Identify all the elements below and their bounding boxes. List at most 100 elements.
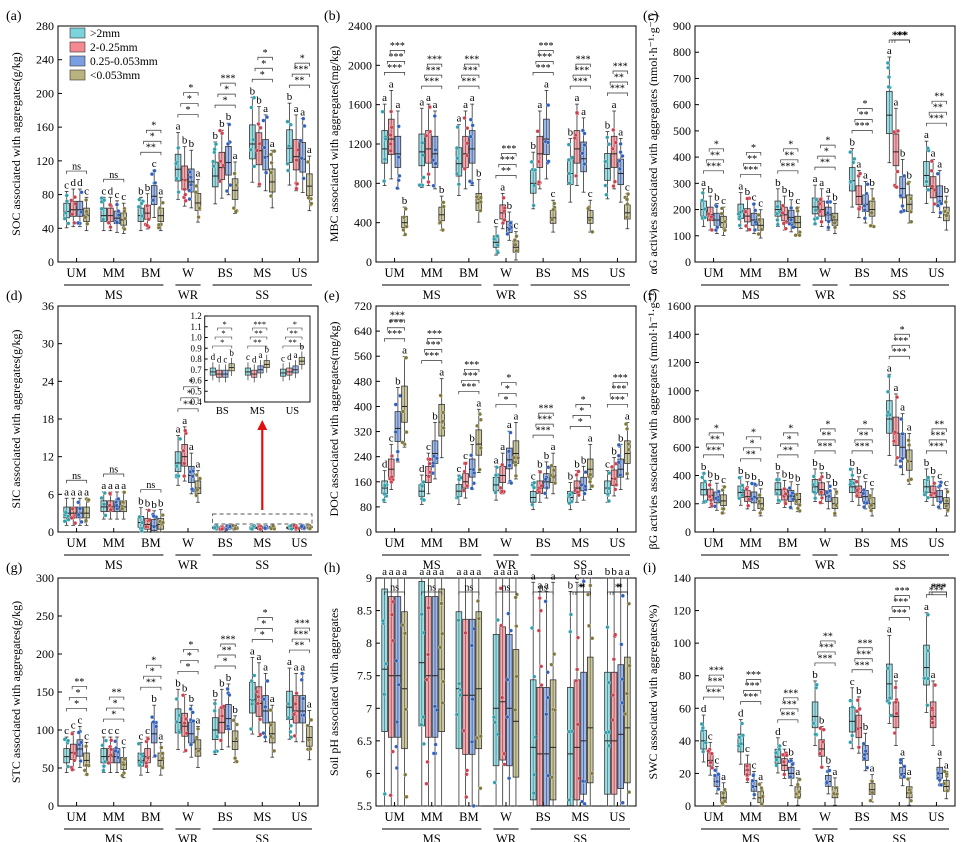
data-point [396, 178, 401, 183]
data-point [855, 726, 861, 731]
data-point [83, 518, 89, 523]
data-point [824, 780, 829, 785]
y-tick-label: 800 [673, 412, 691, 426]
data-point [62, 519, 67, 524]
inset-sig-letter: c [246, 352, 250, 362]
sig-letter: b [219, 677, 225, 689]
sig-bracket [814, 450, 836, 454]
data-point [929, 159, 934, 164]
sig-bracket-label: *** [892, 608, 907, 619]
panel-label: (a) [6, 9, 22, 24]
data-point [737, 223, 742, 228]
data-point [702, 206, 707, 212]
data-point [76, 220, 81, 225]
data-point [535, 129, 540, 134]
data-point [620, 800, 625, 805]
sig-letter: c [721, 195, 726, 207]
data-point [895, 455, 900, 460]
box [475, 611, 483, 750]
sig-letter: b [788, 188, 794, 200]
data-point [930, 720, 935, 725]
group-label: MS [742, 832, 760, 842]
legend-label: <0.053mm [90, 70, 140, 82]
sig-letter: a [470, 566, 475, 578]
sig-bracket-label: *** [613, 373, 628, 384]
sig-letter: a [101, 480, 106, 492]
y-axis-label: STC associated with aggregates(g/kg) [9, 601, 23, 783]
x-tick-label: BS [535, 810, 550, 824]
data-point [248, 147, 253, 152]
sig-letter: b [151, 499, 157, 511]
data-point [458, 693, 463, 698]
data-point [530, 502, 535, 507]
sig-letter: a [470, 92, 475, 104]
sig-letter: c [121, 736, 126, 748]
sig-letter: a [158, 730, 163, 742]
data-point [233, 526, 238, 531]
box [499, 465, 506, 484]
x-tick-label: US [609, 536, 625, 550]
data-point [441, 200, 446, 205]
sig-bracket [384, 591, 406, 595]
y-tick-label: 320 [354, 425, 372, 439]
sig-bracket-label: *** [613, 61, 628, 72]
group-label: WR [815, 288, 836, 302]
data-point [72, 220, 77, 225]
sig-bracket-label: ** [146, 678, 156, 689]
sig-bracket-label: * [751, 427, 756, 438]
box [610, 135, 618, 168]
sig-bracket-label: ** [934, 419, 944, 430]
sig-letter: a [71, 486, 76, 498]
sig-letter: a [500, 566, 505, 578]
data-point [862, 756, 867, 761]
data-point [176, 473, 181, 479]
data-point [825, 210, 830, 215]
data-point [611, 184, 616, 189]
sig-bracket-label: ns [390, 583, 399, 594]
x-tick-label: MS [571, 536, 589, 550]
sig-letter: b [826, 470, 832, 482]
data-point [722, 219, 728, 224]
data-point [120, 773, 125, 778]
data-point [390, 599, 395, 604]
data-point [493, 473, 499, 478]
data-point [84, 209, 89, 214]
data-point [893, 700, 898, 705]
data-point [441, 679, 446, 684]
y-tick-label: 8.5 [357, 604, 372, 618]
box [157, 207, 165, 222]
data-point [285, 161, 290, 166]
sig-letter: b [568, 579, 574, 591]
inset-sig-bracket-label: ** [289, 328, 298, 338]
data-point [395, 719, 400, 725]
data-point [300, 671, 305, 676]
inset-y-tick-label: 0.7 [190, 365, 202, 375]
data-point [892, 730, 897, 736]
data-point [887, 701, 892, 706]
data-point [225, 686, 230, 691]
data-point [539, 683, 544, 688]
data-point [114, 503, 119, 508]
box [848, 707, 856, 733]
sig-letter: b [256, 95, 262, 107]
sig-letter: a [795, 766, 800, 778]
x-tick-label: UM [66, 810, 86, 824]
box [586, 210, 594, 224]
data-point [462, 469, 467, 474]
sig-letter: a [544, 579, 549, 591]
data-point [737, 735, 742, 740]
sig-bracket-label: *** [464, 360, 479, 371]
data-point [441, 410, 446, 415]
data-point [701, 749, 706, 754]
data-point [76, 500, 81, 505]
y-tick-label: 6.5 [357, 734, 372, 748]
sig-bracket [495, 175, 517, 179]
data-point [425, 759, 430, 764]
data-point [831, 215, 837, 220]
sig-bracket [458, 390, 480, 395]
y-tick-label: 400 [354, 216, 372, 230]
sig-bracket-label: *** [709, 666, 724, 677]
data-point [899, 416, 904, 422]
inset-y-tick-label: 1.2 [190, 311, 201, 321]
sig-bracket [217, 93, 236, 98]
